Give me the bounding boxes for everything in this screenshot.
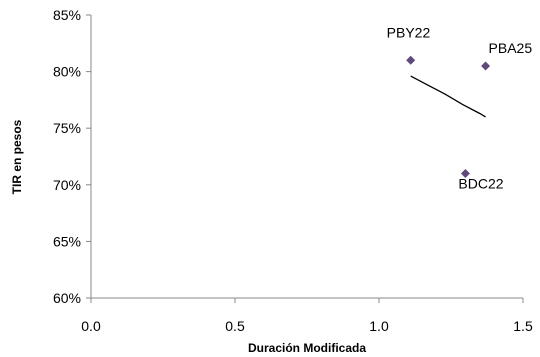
y-tick-label: 65% bbox=[53, 233, 81, 249]
y-tick-label: 60% bbox=[53, 290, 81, 306]
y-axis-title: TIR en pesos bbox=[10, 119, 24, 194]
ticks: 60% 65% 70% 75% 80% 85% 0.0 0.5 1.0 1.5 bbox=[53, 7, 533, 334]
data-point-marker bbox=[481, 61, 491, 71]
data-point-label: PBA25 bbox=[489, 40, 533, 56]
data-points: PBY22 PBA25 BDC22 bbox=[387, 24, 533, 191]
x-tick-label: 0.0 bbox=[81, 318, 101, 334]
y-tick-label: 70% bbox=[53, 177, 81, 193]
y-tick-label: 85% bbox=[53, 7, 81, 23]
trendline bbox=[410, 75, 486, 118]
data-point-marker bbox=[460, 168, 470, 178]
y-tick-label: 80% bbox=[53, 64, 81, 80]
x-tick-label: 1.5 bbox=[513, 318, 533, 334]
data-point-marker bbox=[406, 55, 416, 65]
data-point-label: PBY22 bbox=[387, 24, 431, 40]
x-tick-label: 0.5 bbox=[225, 318, 245, 334]
y-tick-label: 75% bbox=[53, 120, 81, 136]
x-tick-label: 1.0 bbox=[369, 318, 389, 334]
data-point-label: BDC22 bbox=[458, 175, 503, 191]
x-axis-title: Duración Modificada bbox=[248, 341, 366, 355]
